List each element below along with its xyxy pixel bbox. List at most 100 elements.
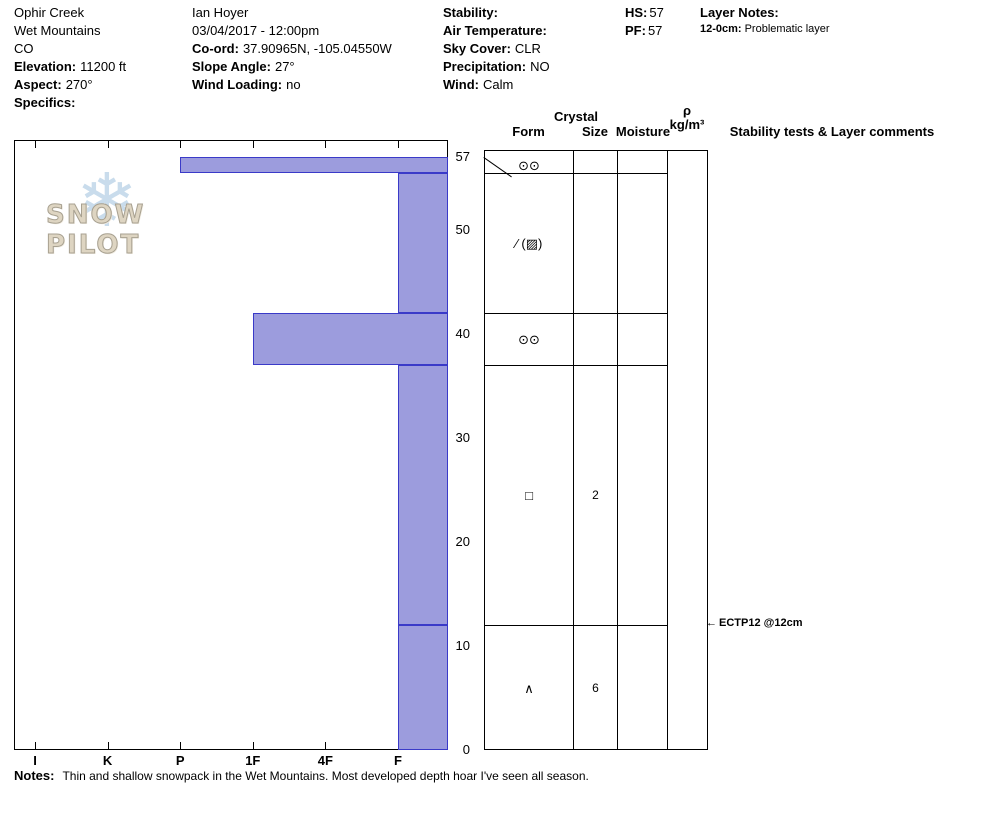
- hs-value: 57: [649, 5, 664, 20]
- hardness-tick-bottom: [325, 742, 327, 749]
- layer-notes-title-text: Layer Notes:: [700, 5, 779, 20]
- hardness-tick-bottom: [35, 742, 36, 749]
- left-arrow-icon: ←: [706, 617, 717, 630]
- hardness-bar: [398, 172, 448, 314]
- notes-label: Notes:: [14, 768, 55, 783]
- state: CO: [14, 41, 34, 56]
- wind-loading-row: Wind Loading: no: [192, 76, 392, 94]
- hardness-bar: [180, 157, 448, 173]
- stability-label: Stability:: [443, 5, 498, 20]
- layer-boundary-line: [484, 172, 667, 174]
- coord-label: Co-ord:: [192, 41, 239, 56]
- wind-value: Calm: [482, 77, 514, 92]
- conditions-info: Stability: Air Temperature: Sky Cover: CL…: [443, 4, 551, 94]
- crystal-size-value: 6: [592, 680, 599, 695]
- grid-vline: [484, 150, 485, 750]
- hardness-tick-bottom: [180, 742, 182, 749]
- hs-row: HS: 57: [625, 4, 664, 22]
- elevation-row: Elevation: 11200 ft: [14, 58, 126, 76]
- comments-column-header: Stability tests & Layer comments: [729, 124, 935, 139]
- layer-notes: Layer Notes: 12-0cm: Problematic layer: [700, 4, 830, 37]
- location-info: Ophir Creek Wet Mountains CO Elevation: 1…: [14, 4, 126, 112]
- aspect-label: Aspect:: [14, 77, 62, 92]
- stability-row: Stability:: [443, 4, 551, 22]
- density-symbol-header: ρ: [682, 103, 692, 118]
- layer-notes-title: Layer Notes:: [700, 4, 830, 22]
- hardness-tick-top: [35, 141, 36, 148]
- observer-info: Ian Hoyer 03/04/2017 - 12:00pm Co-ord: 37…: [192, 4, 392, 94]
- grid-vline: [573, 150, 574, 750]
- hardness-tick-top: [325, 141, 327, 148]
- slope-angle-label: Slope Angle:: [192, 59, 271, 74]
- depth-axis-label: 40: [455, 325, 470, 341]
- form-column-header: Form: [512, 124, 545, 139]
- layer-note-range: 12-0cm:: [700, 23, 742, 35]
- slope-angle-value: 27°: [274, 59, 295, 74]
- aspect-row: Aspect: 270°: [14, 76, 126, 94]
- air-temp-label: Air Temperature:: [443, 23, 547, 38]
- pit-notes: Notes: Thin and shallow snowpack in the W…: [14, 767, 589, 785]
- aspect-value: 270°: [65, 77, 93, 92]
- wind-loading-label: Wind Loading:: [192, 77, 283, 92]
- crystal-form-symbol: ∕ (▨): [515, 235, 543, 251]
- hardness-axis-label: P: [175, 753, 185, 768]
- snow-totals: HS: 57 PF: 57: [625, 4, 664, 40]
- crystal-form-symbol: ⊙⊙: [518, 332, 540, 348]
- wind-loading-value: no: [286, 77, 301, 92]
- mountain-range: Wet Mountains: [14, 23, 101, 38]
- observation-datetime: 03/04/2017 - 12:00pm: [192, 23, 320, 38]
- layer-boundary-line: [484, 313, 667, 315]
- wind-row: Wind: Calm: [443, 76, 551, 94]
- precipitation-row: Precipitation: NO: [443, 58, 551, 76]
- slope-angle-row: Slope Angle: 27°: [192, 58, 392, 76]
- pf-row: PF: 57: [625, 22, 664, 40]
- specifics-row: Specifics:: [14, 94, 126, 112]
- crystal-form-symbol: □: [525, 488, 533, 504]
- hardness-tick-bottom: [107, 742, 109, 749]
- hardness-tick-bottom: [252, 742, 254, 749]
- specifics-label: Specifics:: [14, 95, 76, 110]
- crystal-size-value: 2: [592, 488, 599, 503]
- pf-label: PF:: [625, 23, 646, 38]
- layer-note-text: Problematic layer: [744, 23, 830, 35]
- depth-axis-label: 50: [455, 221, 470, 237]
- hardness-axis-label: F: [394, 753, 402, 768]
- hardness-tick-top: [398, 141, 399, 148]
- precipitation-label: Precipitation:: [443, 59, 527, 74]
- hardness-tick-top: [107, 141, 109, 148]
- hardness-axis-label: 1F: [245, 753, 261, 768]
- observer-name: Ian Hoyer: [192, 5, 249, 20]
- sky-cover-value: CLR: [514, 41, 541, 56]
- hardness-bar: [398, 365, 448, 626]
- notes-text: Thin and shallow snowpack in the Wet Mou…: [62, 769, 589, 783]
- air-temp-row: Air Temperature:: [443, 22, 551, 40]
- size-column-header: Size: [581, 124, 608, 139]
- layer-note-item: 12-0cm: Problematic layer: [700, 22, 830, 37]
- depth-axis-label: 30: [455, 429, 470, 445]
- coord-value: 37.90965N, -105.04550W: [242, 41, 392, 56]
- pf-value: 57: [647, 23, 663, 38]
- grid-vline: [707, 150, 708, 750]
- density-unit-header: kg/m³: [669, 117, 705, 132]
- crystal-form-symbol: ⊙⊙: [518, 157, 540, 173]
- grid-bottom-line: [484, 749, 707, 750]
- precipitation-value: NO: [530, 59, 550, 74]
- coord-row: Co-ord: 37.90965N, -105.04550W: [192, 40, 392, 58]
- elevation-value: 11200 ft: [80, 59, 127, 74]
- grid-top-line: [484, 150, 707, 151]
- layer-boundary-line: [484, 365, 667, 367]
- depth-axis-label: 0: [462, 742, 470, 757]
- hardness-axis-label: I: [33, 753, 37, 768]
- hardness-bar: [252, 313, 448, 366]
- sky-cover-label: Sky Cover:: [443, 41, 511, 56]
- sky-cover-row: Sky Cover: CLR: [443, 40, 551, 58]
- stability-test-label: ECTP12 @12cm: [719, 617, 803, 630]
- hardness-bar: [398, 625, 448, 750]
- layer-boundary-line: [484, 625, 667, 627]
- crystal-header: Crystal: [553, 109, 599, 124]
- moisture-column-header: Moisture: [615, 124, 671, 139]
- hs-label: HS:: [625, 5, 648, 20]
- elevation-label: Elevation:: [14, 59, 77, 74]
